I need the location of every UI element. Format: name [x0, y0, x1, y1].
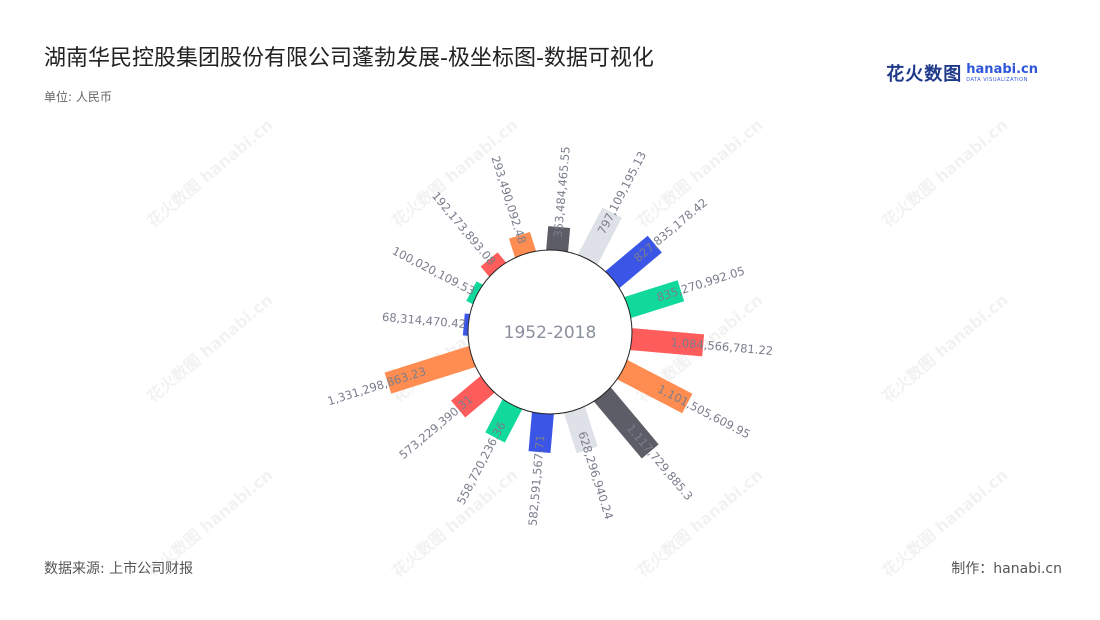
logo-sub-text: DATA VISUALIZATION — [966, 77, 1028, 83]
chart-title: 湖南华民控股集团股份有限公司蓬勃发展-极坐标图-数据可视化 — [44, 46, 654, 71]
bar-value-label: 353,484,465.55 — [551, 146, 573, 238]
polar-bar — [607, 354, 693, 414]
bar-value-label: 192,173,893.08 — [429, 189, 499, 268]
bar-value-label: 1,117,729,885.3 — [624, 421, 696, 503]
logo-en-block: hanabi.cn DATA VISUALIZATION — [966, 63, 1038, 83]
polar-bar — [384, 342, 487, 394]
chart-bars — [384, 207, 705, 459]
bar-value-label: 797,109,195.13 — [595, 149, 650, 237]
bar-value-label: 100,020,109.53 — [390, 244, 478, 299]
data-source: 数据来源: 上市公司财报 — [44, 561, 194, 577]
logo-cn-text: 花火数图 — [886, 64, 963, 85]
center-label: 1952-2018 — [504, 323, 597, 343]
bar-value-label: 1,101,505,609.95 — [655, 382, 752, 442]
unit-label: 单位: 人民币 — [44, 90, 112, 104]
bar-value-label: 558,720,236.36 — [454, 419, 509, 507]
logo-en-text: hanabi.cn — [966, 62, 1038, 77]
polar-bar — [618, 327, 705, 357]
polar-bar — [586, 378, 659, 459]
maker-credit: 制作：hanabi.cn — [951, 561, 1062, 577]
polar-bar — [613, 280, 685, 322]
brand-logo: 花火数图 hanabi.cn DATA VISUALIZATION — [886, 60, 1038, 86]
bar-value-label: 573,229,390.31 — [396, 392, 475, 462]
bar-value-label: 68,314,470.42 — [381, 310, 466, 331]
bar-value-label: 827,835,178.42 — [631, 195, 710, 265]
bar-value-label: 293,490,092.48 — [488, 154, 529, 245]
center-circle — [467, 249, 633, 415]
